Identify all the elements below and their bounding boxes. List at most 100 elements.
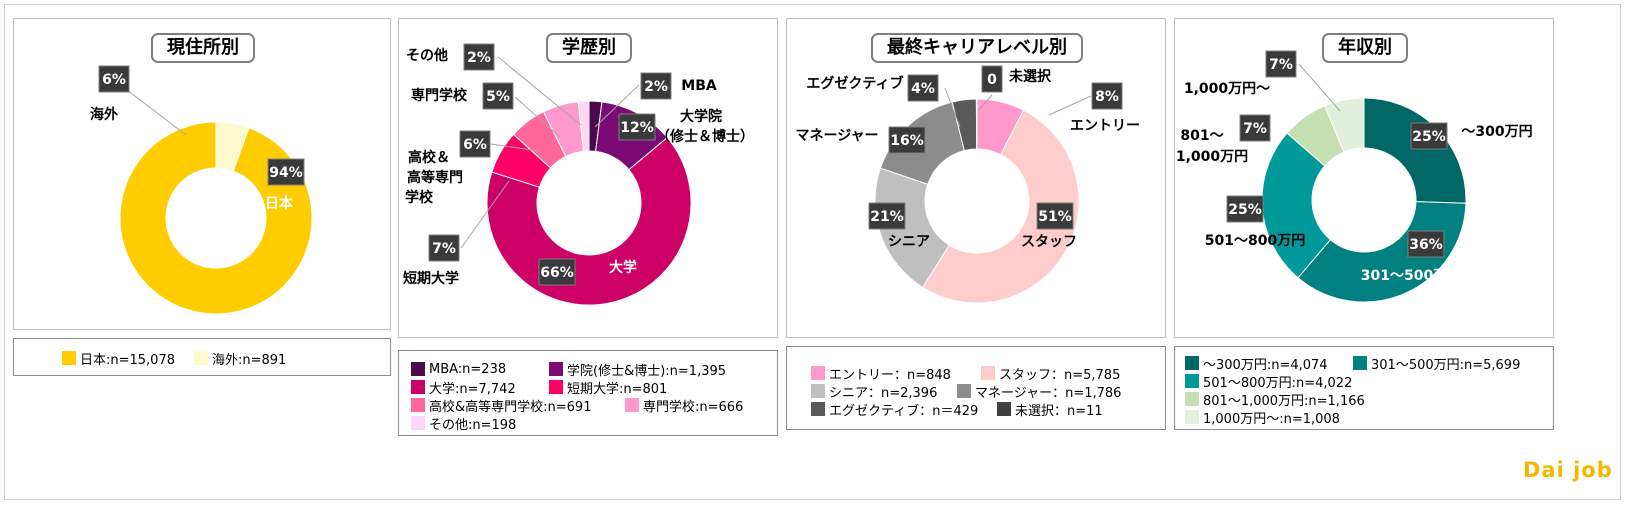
legend-label: 大学:n=7,742: [429, 381, 516, 397]
category-label: 301～500万円: [1361, 268, 1461, 284]
percent-label-text: 7%: [432, 241, 456, 257]
chart-panel-career-level: 8% 51% 21% 16% 4% 0 エントリー スタッフ シニア マネージャー エグゼクティブ 未…: [786, 18, 1166, 338]
leader-line: [594, 84, 640, 128]
legend-label: 専門学校:n=666: [643, 399, 744, 415]
percent-label-text: 2%: [467, 50, 491, 66]
percent-label-text: 4%: [911, 81, 935, 97]
percent-label-box: [618, 113, 656, 141]
percent-label-box: [1265, 50, 1297, 78]
percent-label: 2%: [463, 43, 495, 71]
leader-line: [1298, 63, 1341, 112]
percent-label-text: 21%: [870, 209, 904, 225]
legend-swatch: [1185, 410, 1199, 424]
chart-title: 年収別: [1322, 33, 1408, 63]
percent-label-box: [868, 202, 906, 230]
legend-label: スタッフ：n=5,785: [999, 367, 1121, 383]
donut-slice: [975, 98, 978, 150]
category-label: 未選択: [1009, 68, 1052, 85]
category-label: MBA: [681, 78, 717, 94]
legend-career-level: エントリー：n=848 スタッフ：n=5,785 シニア：n=2,396 マネー…: [786, 346, 1166, 430]
legend-item: 1,000万円～:n=1,008: [1185, 409, 1340, 427]
leader-line: [497, 56, 582, 126]
percent-label-text: 7%: [1269, 57, 1293, 73]
percent-label: 36%: [1407, 230, 1445, 258]
legend-item: スタッフ：n=5,785: [981, 365, 1121, 383]
legend-swatch: [625, 398, 639, 412]
legend-item: 801～1,000万円:n=1,166: [1185, 391, 1365, 409]
percent-label-text: 36%: [1409, 237, 1443, 253]
legend-swatch: [957, 384, 971, 398]
dashboard-frame: [4, 4, 1621, 500]
legend-residence: 日本:n=15,078 海外:n=891: [13, 338, 391, 376]
legend-item: 海外:n=891: [194, 350, 287, 368]
percent-label-box: [98, 65, 130, 93]
donut-slice: [1297, 201, 1467, 303]
donut-slice: [874, 167, 951, 289]
percent-label-text: 2%: [644, 79, 668, 95]
legend-item: ～300万円:n=4,074: [1185, 355, 1328, 373]
category-label: 大学: [609, 259, 637, 276]
legend-item: 専門学校:n=666: [625, 397, 744, 415]
percent-label: 12%: [618, 113, 656, 141]
category-label: 801～: [1180, 128, 1223, 144]
category-label: エントリー: [1070, 118, 1140, 134]
percent-label-text: 25%: [1412, 129, 1446, 145]
category-label: マネージャー: [795, 128, 878, 144]
legend-item: その他:n=198: [411, 415, 517, 433]
percent-label-box: [1091, 82, 1123, 110]
legend-swatch: [1185, 374, 1199, 388]
percent-label-text: 6%: [102, 72, 126, 88]
percent-label-text: 94%: [269, 165, 303, 181]
percent-label: 5%: [482, 82, 514, 110]
percent-label-box: [981, 65, 1003, 93]
chart-panel-income: 25% 36% 25% 7% 7% ～300万円 301～500万円 501～800万円 801…: [1174, 18, 1554, 338]
chart-panel-education: 2% 12% 66% 7% 6% 5% 2% MBA 大学院 （修士＆博士） 大学 短期大学 高校＆ 高等…: [398, 18, 778, 338]
percent-label: 4%: [907, 74, 939, 102]
category-label: 日本: [265, 195, 294, 212]
percent-label: 7%: [428, 234, 460, 262]
percent-label-box: [1407, 230, 1445, 258]
chart-title: 学歴別: [546, 33, 632, 63]
donut-slice: [215, 121, 250, 172]
percent-label-box: [482, 82, 514, 110]
percent-label: 25%: [1226, 195, 1264, 223]
legend-label: 海外:n=891: [212, 352, 287, 368]
legend-item: 短期大学:n=801: [549, 379, 668, 397]
percent-label-box: [888, 126, 926, 154]
donut-slice: [1363, 97, 1467, 204]
legend-label: その他:n=198: [429, 417, 517, 433]
legend-label: MBA:n=238: [429, 361, 507, 377]
legend-swatch: [411, 380, 425, 394]
category-label: その他: [406, 47, 448, 64]
donut-slice: [1261, 132, 1332, 279]
percent-label-text: 8%: [1095, 89, 1119, 105]
legend-label: 短期大学:n=801: [567, 381, 668, 397]
legend-swatch: [811, 384, 825, 398]
legend-item: シニア：n=2,396: [811, 383, 937, 401]
percent-label-box: [1226, 195, 1264, 223]
category-label: 501～800万円: [1205, 233, 1305, 249]
category-label: 高校＆: [408, 149, 450, 166]
percent-label: 94%: [267, 158, 305, 186]
percent-label-text: 16%: [890, 133, 924, 149]
legend-swatch: [811, 366, 825, 380]
percent-label: 6%: [98, 65, 130, 93]
chart-title: 最終キャリアレベル別: [871, 33, 1083, 63]
leader-line: [460, 180, 510, 249]
percent-label-text: 25%: [1228, 202, 1262, 218]
leader-line: [977, 94, 993, 112]
category-label: 大学院: [680, 108, 722, 125]
legend-education: MBA:n=238 学院(修士&博士):n=1,395 大学:n=7,742 短…: [398, 350, 778, 436]
legend-income: ～300万円:n=4,074 301～500万円:n=5,699 501～800…: [1174, 346, 1554, 430]
percent-label-box: [463, 43, 495, 71]
percent-label-box: [907, 74, 939, 102]
category-label: 専門学校: [411, 87, 468, 104]
leader-line: [126, 89, 187, 136]
legend-label: ～300万円:n=4,074: [1203, 357, 1328, 373]
residence-donut-chart: 94% 6% 日本 海外: [90, 65, 313, 315]
legend-label: 1,000万円～:n=1,008: [1203, 411, 1340, 427]
leader-line: [1048, 95, 1092, 116]
legend-item: 日本:n=15,078: [62, 350, 175, 368]
legend-item: 高校&高等専門学校:n=691: [411, 397, 591, 415]
